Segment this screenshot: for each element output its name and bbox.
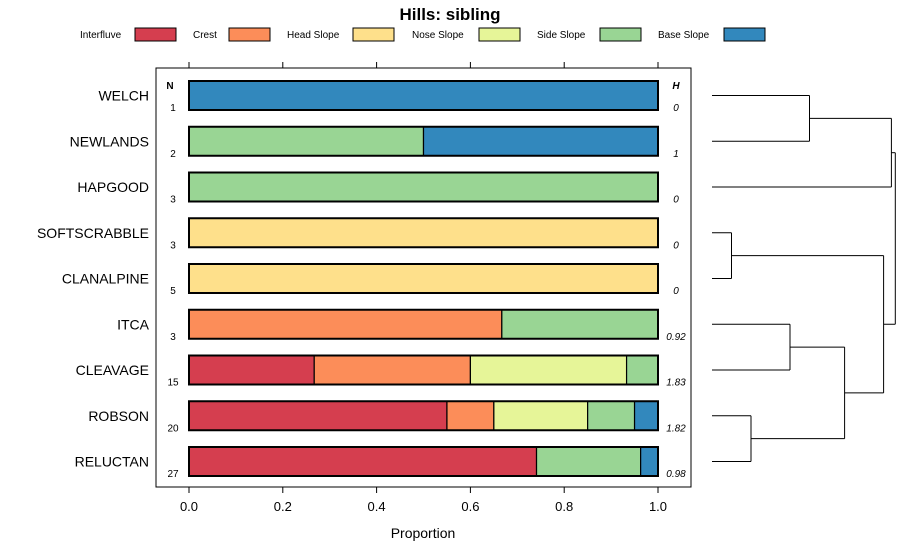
row-hapgood: HAPGOOD 3 0 <box>77 171 679 206</box>
x-axis: 0.0 0.2 0.4 0.6 0.8 1.0 <box>180 62 667 514</box>
legend-label-head-slope: Head Slope <box>287 30 340 41</box>
row-welch: WELCH 1 0 <box>98 80 679 114</box>
row-label: ITCA <box>117 316 150 332</box>
row-h: 1.82 <box>666 423 686 434</box>
row-n: 15 <box>167 378 179 389</box>
h-header: H <box>672 81 680 92</box>
legend-label-side-slope: Side Slope <box>537 30 586 41</box>
row-softscrabble: SOFTSCRABBLE 3 0 <box>37 217 679 251</box>
row-clanalpine: CLANALPINE 5 0 <box>62 263 679 297</box>
row-label: CLANALPINE <box>62 271 149 287</box>
bar-segment-side-slope <box>188 171 659 203</box>
bar-outline <box>188 446 659 477</box>
bar-segment-side-slope <box>188 126 425 157</box>
bar-segment-base-slope <box>422 126 659 157</box>
bar-outline <box>188 171 659 203</box>
x-tick-label: 0.0 <box>180 499 198 514</box>
bar-outline <box>188 125 659 157</box>
x-axis-label: Proportion <box>391 525 456 541</box>
bar-segment-base-slope <box>640 446 659 477</box>
bar-segment-head-slope <box>188 217 659 248</box>
row-h: 0.92 <box>666 332 686 343</box>
row-n: 20 <box>167 423 179 434</box>
bar-outline <box>188 400 659 432</box>
row-robson: ROBSON 20 1.82 <box>88 400 686 434</box>
bar-outline <box>188 263 659 294</box>
legend-swatch-head-slope <box>352 27 395 42</box>
row-label: RELUCTAN <box>75 454 149 470</box>
legend-label-crest: Crest <box>193 30 217 41</box>
legend-swatch-side-slope <box>599 27 642 42</box>
bar-outline <box>188 80 659 111</box>
dendrogram <box>712 95 896 462</box>
row-n: 1 <box>170 103 176 114</box>
row-h: 0 <box>673 195 679 206</box>
legend-swatch-interfluve <box>134 27 177 42</box>
legend-swatch-base-slope <box>723 27 766 42</box>
row-label: HAPGOOD <box>77 179 149 195</box>
legend-swatch-nose-slope <box>478 27 521 42</box>
row-label: SOFTSCRABBLE <box>37 225 149 241</box>
row-label: NEWLANDS <box>70 133 149 149</box>
bar-segment-interfluve <box>188 400 448 431</box>
row-label: ROBSON <box>88 408 149 424</box>
row-cleavage: CLEAVAGE 15 1.83 <box>76 354 686 389</box>
bar-segment-nose-slope <box>493 400 589 431</box>
n-header: N <box>166 81 173 92</box>
row-reluctan: RELUCTAN 27 0.98 <box>75 446 686 480</box>
legend-label-nose-slope: Nose Slope <box>412 30 464 41</box>
bar-segment-side-slope <box>501 309 659 340</box>
row-label: CLEAVAGE <box>76 362 149 378</box>
bar-outline <box>188 354 659 386</box>
row-h: 0 <box>673 240 679 251</box>
bar-segment-crest <box>188 309 503 340</box>
row-label: WELCH <box>98 88 149 104</box>
bar-segment-nose-slope <box>469 354 628 386</box>
row-n: 5 <box>170 286 176 297</box>
plot-frame <box>155 67 692 488</box>
row-itca: ITCA 3 0.92 <box>117 308 686 343</box>
row-n: 3 <box>170 332 176 343</box>
row-h: 1 <box>673 149 679 160</box>
row-h: 0 <box>673 103 679 114</box>
bar-segment-interfluve <box>188 354 315 386</box>
bar-segment-crest <box>313 354 471 386</box>
row-n: 3 <box>170 240 176 251</box>
row-h: 0.98 <box>666 469 686 480</box>
x-tick-label: 0.8 <box>555 499 573 514</box>
x-tick-label: 0.6 <box>461 499 479 514</box>
bar-segment-side-slope <box>625 354 659 386</box>
x-tick-label: 0.4 <box>368 499 386 514</box>
row-h: 1.83 <box>666 378 686 389</box>
bar-outline <box>188 308 659 340</box>
x-tick-label: 1.0 <box>649 499 667 514</box>
bar-outline <box>188 217 659 249</box>
row-h: 0 <box>673 286 679 297</box>
legend-label-base-slope: Base Slope <box>658 30 710 41</box>
row-n: 3 <box>170 195 176 206</box>
chart-title: Hills: sibling <box>399 5 500 24</box>
legend-label-interfluve: Interfluve <box>80 30 122 41</box>
bar-segment-base-slope <box>633 400 659 431</box>
row-n: 27 <box>167 469 179 480</box>
bar-segment-base-slope <box>188 80 659 111</box>
bar-segment-interfluve <box>188 446 538 477</box>
bar-segment-crest <box>446 400 495 431</box>
legend-swatch-crest <box>228 27 271 42</box>
bar-segment-side-slope <box>587 400 636 431</box>
bar-segment-head-slope <box>188 263 659 294</box>
row-newlands: NEWLANDS 2 1 <box>70 125 679 160</box>
rows: WELCH 1 0 NEWLANDS 2 1 HAPGOOD 3 0 SOFTSCRABBLE 3 0… <box>37 80 686 480</box>
row-n: 2 <box>170 149 176 160</box>
x-tick-label: 0.2 <box>274 499 292 514</box>
bar-segment-side-slope <box>535 446 642 477</box>
legend: Interfluve Crest Head Slope Nose Slope Side … <box>80 27 766 42</box>
